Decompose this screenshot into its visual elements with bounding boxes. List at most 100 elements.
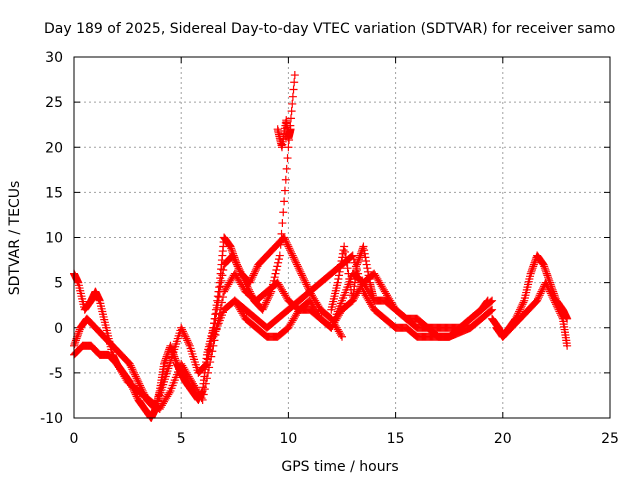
- data-point: [285, 244, 294, 253]
- data-point: [483, 297, 492, 306]
- y-axis-label: SDTVAR / TECUs: [7, 181, 23, 296]
- data-point: [287, 107, 296, 116]
- data-point: [226, 242, 235, 251]
- data-point: [340, 242, 349, 251]
- data-point: [209, 341, 218, 350]
- data-point: [70, 339, 79, 348]
- data-point: [563, 341, 572, 350]
- data-point: [547, 291, 556, 300]
- data-point: [356, 251, 365, 260]
- data-point: [199, 390, 208, 399]
- data-point: [71, 336, 80, 345]
- data-point: [250, 269, 259, 278]
- data-point: [518, 300, 527, 309]
- data-point: [293, 262, 302, 271]
- data-point: [130, 368, 139, 377]
- data-point: [184, 338, 193, 347]
- data-point: [161, 354, 170, 363]
- data-point: [296, 267, 305, 276]
- data-point: [540, 264, 549, 273]
- y-tick-label: 20: [45, 140, 63, 156]
- data-point: [219, 265, 228, 274]
- data-point: [291, 256, 300, 265]
- data-point: [557, 311, 566, 320]
- data-point: [336, 330, 345, 339]
- data-point: [545, 285, 554, 294]
- data-point: [358, 244, 367, 253]
- data-point: [290, 78, 299, 87]
- data-point: [282, 164, 291, 173]
- data-point: [225, 240, 234, 249]
- data-point: [287, 249, 296, 258]
- data-point: [218, 271, 227, 280]
- data-point: [204, 368, 212, 377]
- y-tick-label: -10: [40, 411, 63, 427]
- data-point: [206, 358, 215, 367]
- data-point: [272, 265, 281, 274]
- data-point: [337, 256, 346, 265]
- y-tick-labels: -10 -5 0 5 10 15 20 25 30: [40, 50, 63, 427]
- data-point: [354, 256, 363, 265]
- data-point: [198, 395, 207, 404]
- data-point: [529, 262, 538, 271]
- data-point: [286, 247, 295, 256]
- data-point: [341, 253, 350, 262]
- data-point: [202, 374, 211, 383]
- data-point: [334, 275, 343, 284]
- data-point: [284, 242, 293, 251]
- data-point: [535, 291, 544, 300]
- plot-frame: [73, 56, 611, 419]
- data-point: [180, 330, 189, 339]
- data-point: [538, 258, 547, 267]
- data-point: [533, 294, 542, 303]
- data-point: [536, 289, 545, 298]
- data-point: [131, 372, 140, 381]
- data-point: [336, 260, 345, 269]
- data-point: [548, 293, 557, 302]
- data-point: [71, 338, 80, 347]
- data-point: [292, 260, 301, 269]
- data-point: [362, 256, 371, 265]
- data-point: [283, 154, 292, 163]
- data-point: [303, 282, 312, 291]
- series-track-8: [492, 278, 572, 350]
- data-point: [275, 251, 284, 260]
- data-point: [289, 253, 298, 262]
- data-point: [534, 293, 543, 302]
- data-point: [363, 264, 372, 273]
- data-point: [537, 287, 546, 296]
- data-point: [288, 92, 297, 101]
- data-point: [290, 71, 299, 80]
- data-point: [516, 303, 525, 312]
- data-point: [165, 388, 174, 397]
- data-point: [483, 296, 492, 305]
- data-point: [488, 305, 497, 314]
- data-point: [541, 278, 550, 287]
- data-point: [553, 303, 562, 312]
- data-point: [160, 358, 169, 367]
- data-point: [245, 278, 254, 287]
- data-points: [70, 71, 572, 422]
- data-point: [232, 258, 241, 267]
- data-point: [227, 244, 236, 253]
- data-point: [208, 347, 217, 356]
- x-tick-label: 0: [70, 431, 79, 447]
- data-point: [280, 197, 289, 206]
- series-track-9: [273, 116, 295, 152]
- data-point: [134, 377, 143, 386]
- data-point: [251, 265, 260, 274]
- data-point: [361, 253, 370, 262]
- data-point: [132, 374, 141, 383]
- data-point: [301, 278, 310, 287]
- data-point: [353, 258, 362, 267]
- y-tick-label: 10: [45, 231, 63, 247]
- data-point: [125, 359, 134, 368]
- data-point: [335, 267, 344, 276]
- data-point: [514, 309, 523, 318]
- series-track-2: [70, 233, 346, 413]
- data-point: [339, 246, 348, 255]
- series-track-6: [327, 242, 492, 332]
- data-point: [549, 294, 558, 303]
- data-point: [73, 332, 82, 341]
